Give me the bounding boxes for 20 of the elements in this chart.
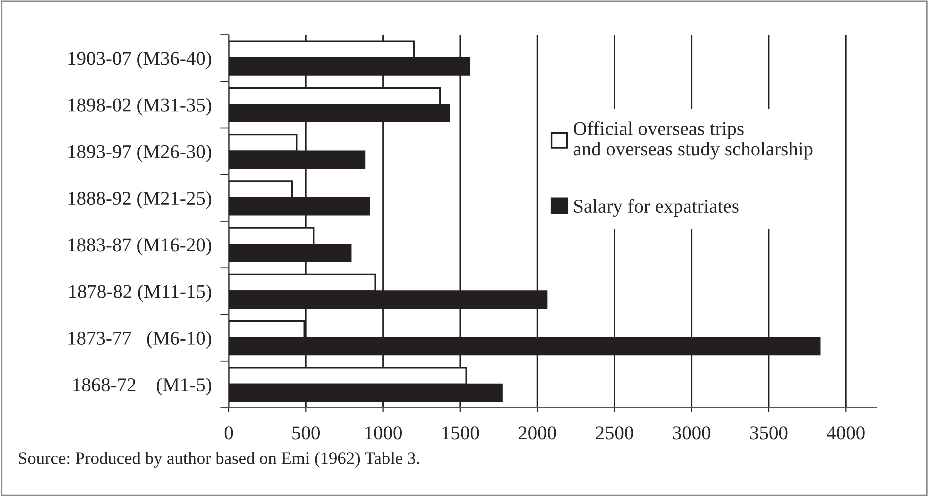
x-tick-label: 1500 xyxy=(442,426,480,440)
legend-label: Official overseas trips and overseas study scholarship xyxy=(574,122,813,160)
y-tick-label: 1888-92 (M21-25) xyxy=(68,191,212,210)
legend-label: Salary for expatriates xyxy=(574,199,739,218)
y-tick-label: 1878-82 (M11-15) xyxy=(70,284,212,302)
x-tick-label: 4000 xyxy=(827,426,865,440)
x-tick-label: 1000 xyxy=(366,426,402,440)
x-tick-label: 3500 xyxy=(750,426,788,440)
y-tick-label: 1873-77 (M6-10) xyxy=(68,331,212,349)
source-note: Source: Produced by author based on Emi (1962) Table 3. xyxy=(19,452,420,468)
y-tick-label: 1898-02 (M31-35) xyxy=(68,98,212,116)
x-tick-label: 0 xyxy=(224,426,234,440)
x-tick-label: 2500 xyxy=(596,426,634,440)
y-tick-label: 1868-72 (M1-5) xyxy=(74,378,212,396)
y-tick-label: 1903-07 (M36-40) xyxy=(68,52,212,70)
y-tick-label: 1883-87 (M16-20) xyxy=(68,238,212,256)
x-tick-label: 3000 xyxy=(673,426,711,440)
y-tick-label: 1893-97 (M26-30) xyxy=(68,144,212,162)
x-tick-label: 500 xyxy=(292,426,320,440)
x-tick-label: 2000 xyxy=(518,426,556,440)
